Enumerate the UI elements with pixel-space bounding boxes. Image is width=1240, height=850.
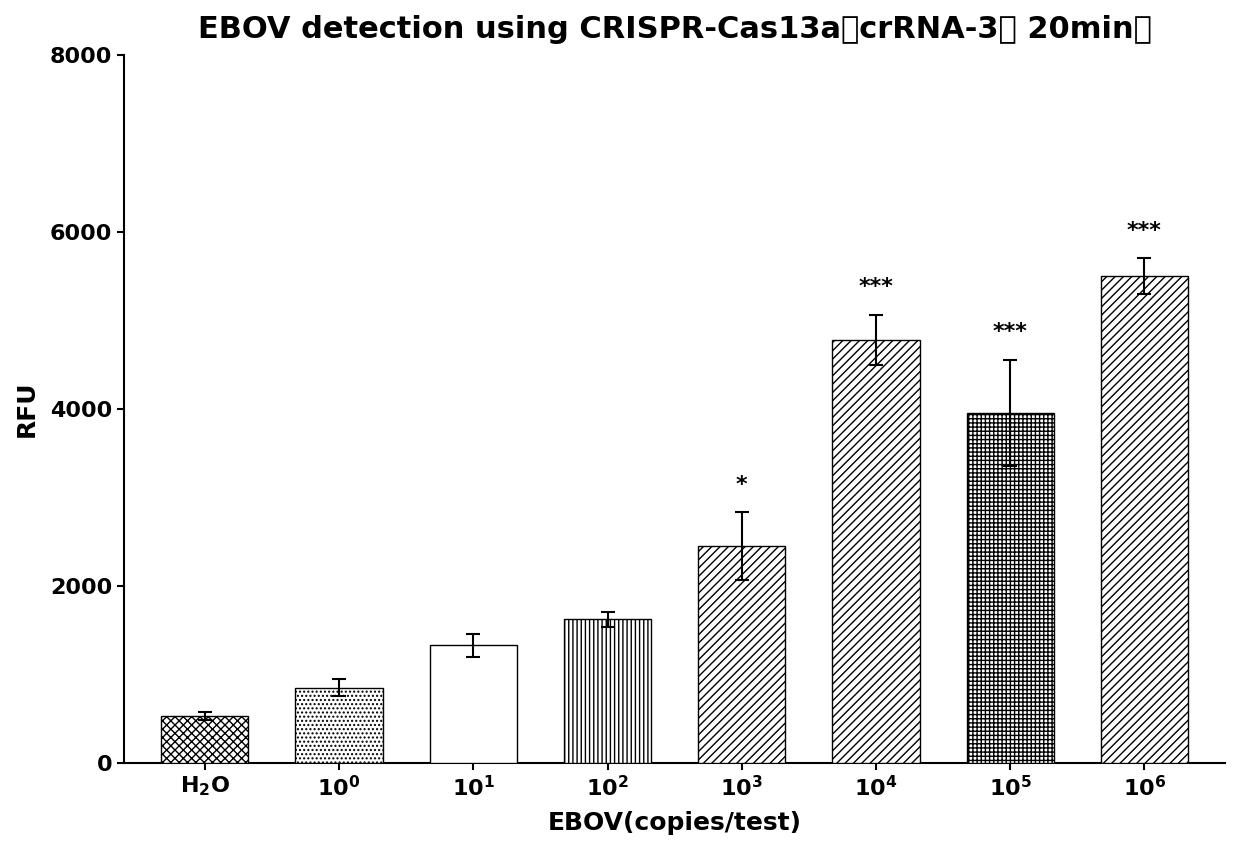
Bar [832,340,920,763]
Text: ***: *** [1127,220,1162,241]
Bar [564,620,651,763]
Bar [967,413,1054,763]
Bar [698,546,785,763]
X-axis label: EBOV(copies/test): EBOV(copies/test) [548,811,801,835]
Bar [161,716,248,763]
Bar [295,688,383,763]
Bar [430,645,517,763]
Text: ***: *** [858,277,894,298]
Title: EBOV detection using CRISPR-Cas13a（crRNA-3， 20min）: EBOV detection using CRISPR-Cas13a（crRNA… [197,15,1152,44]
Bar [1101,276,1188,763]
Y-axis label: RFU: RFU [15,381,38,437]
Text: *: * [737,474,748,495]
Text: ***: *** [993,322,1028,343]
